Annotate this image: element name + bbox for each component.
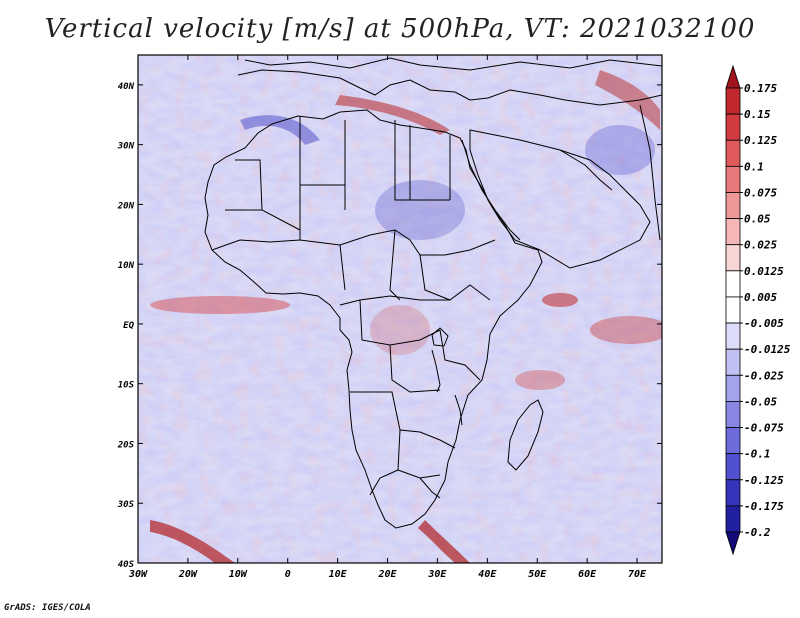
south-atlantic-streak <box>150 520 235 563</box>
colorbar-box <box>725 87 741 115</box>
colorbar-box <box>725 218 741 246</box>
lon-tick-label: 10W <box>229 569 248 580</box>
borders-south <box>350 391 456 499</box>
colorbar-label: -0.05 <box>744 395 777 408</box>
borders-sahel <box>211 229 496 301</box>
colorbar-box <box>725 192 741 219</box>
plot-frame <box>137 54 663 564</box>
colorbar-label: -0.025 <box>744 369 784 382</box>
colorbar-box <box>725 427 741 455</box>
lat-tick-label: 40N <box>118 82 135 92</box>
colorbar-box <box>725 244 741 272</box>
lon-tick-label: 20E <box>377 569 397 580</box>
lake-tanganyika <box>431 349 441 393</box>
colorbar-label: -0.125 <box>744 474 784 487</box>
lat-tick-label: 10N <box>118 261 135 271</box>
colorbar-box <box>725 322 741 350</box>
colorbar-box <box>725 348 741 376</box>
indian-ocean-cell <box>542 293 578 307</box>
coastlines-borders <box>204 57 662 529</box>
field-texture-red <box>138 55 662 563</box>
congo-updraft <box>370 305 430 355</box>
africa-coastline <box>204 109 543 529</box>
colorbar-label: 0.075 <box>744 186 777 199</box>
lat-tick-label: EQ <box>123 321 134 331</box>
colorbar-label: 0.05 <box>744 213 771 226</box>
arabia-updraft <box>595 70 660 130</box>
colorbar-box <box>725 479 741 507</box>
colorbar: 0.175 0.15 0.125 0.1 0.075 0.05 0.025 0.0125 0.0… <box>725 64 791 556</box>
colorbar-top-arrow <box>725 64 741 89</box>
colorbar-box <box>725 374 741 402</box>
sahara-downdraft <box>375 180 465 240</box>
colorbar-label: 0.125 <box>744 134 777 147</box>
madagascar <box>507 399 544 471</box>
lon-tick-label: 20W <box>178 569 198 580</box>
colorbar-label: -0.2 <box>744 526 771 539</box>
itcz-band-east <box>590 316 662 344</box>
itcz-band-west <box>150 296 290 314</box>
colorbar-label: -0.175 <box>744 500 784 513</box>
agulhas-streak <box>418 520 470 563</box>
colorbar-label: -0.075 <box>744 422 784 435</box>
colorbar-label: 0.175 <box>744 82 777 95</box>
persian-gulf <box>559 149 613 191</box>
colorbar-box <box>725 296 741 324</box>
chart-title: Vertical velocity [m/s] at 500hPa, VT: 2… <box>44 14 756 44</box>
lon-tick-label: 60E <box>578 569 597 580</box>
colorbar-label: 0.0125 <box>744 265 784 278</box>
lake-victoria <box>431 327 449 347</box>
lat-tick-label: 10S <box>118 381 135 391</box>
colorbar-box <box>725 453 741 481</box>
colorbar-label: -0.0125 <box>744 343 791 356</box>
lon-tick-label: 30E <box>427 569 447 580</box>
colorbar-label: 0.005 <box>744 291 777 304</box>
colorbar-bottom-arrow <box>725 531 741 556</box>
lon-tick-label: 10E <box>329 569 348 580</box>
lat-tick-label: 40S <box>118 560 135 570</box>
europe-north <box>244 57 662 71</box>
colorbar-label: -0.1 <box>744 448 771 461</box>
central-asia-downdraft <box>585 125 655 175</box>
borders-north <box>225 116 451 240</box>
lon-tick-label: 0 <box>285 569 291 580</box>
grads-credit: GrADS: IGES/COLA <box>4 603 91 613</box>
colorbar-box <box>725 113 741 141</box>
lake-malawi <box>454 394 463 426</box>
lat-tick-label: 20S <box>117 440 135 450</box>
colorbar-box <box>725 270 741 298</box>
colorbar-box <box>725 505 741 533</box>
iberia-mediterranean <box>237 69 662 106</box>
lon-tick-label: 40E <box>478 569 497 580</box>
colorbar-label: -0.005 <box>744 317 784 330</box>
lat-tick-label: 30N <box>117 142 135 152</box>
mediterranean-streak <box>335 95 450 135</box>
axis-ticks: 30W 20W 10W 0 10E 20E 30E 40E 50E 60E 70E 40N 30N 20N… <box>117 55 662 580</box>
borders-central <box>339 295 481 393</box>
colorbar-label: 0.025 <box>744 239 777 252</box>
india-west <box>639 104 661 241</box>
colorbar-box <box>725 165 741 193</box>
colorbar-box <box>725 401 741 428</box>
lon-tick-label: 30W <box>128 569 148 580</box>
madagascar-east-cell <box>515 370 565 390</box>
lon-tick-label: 50E <box>528 569 547 580</box>
colorbar-label: 0.15 <box>744 108 771 121</box>
colorbar-label: 0.1 <box>744 160 764 173</box>
red-sea <box>461 139 521 241</box>
field-layer <box>138 55 662 563</box>
colorbar-box <box>725 139 741 167</box>
lat-tick-label: 30S <box>117 500 135 510</box>
lat-tick-label: 20N <box>117 201 135 211</box>
lon-tick-label: 70E <box>628 569 647 580</box>
